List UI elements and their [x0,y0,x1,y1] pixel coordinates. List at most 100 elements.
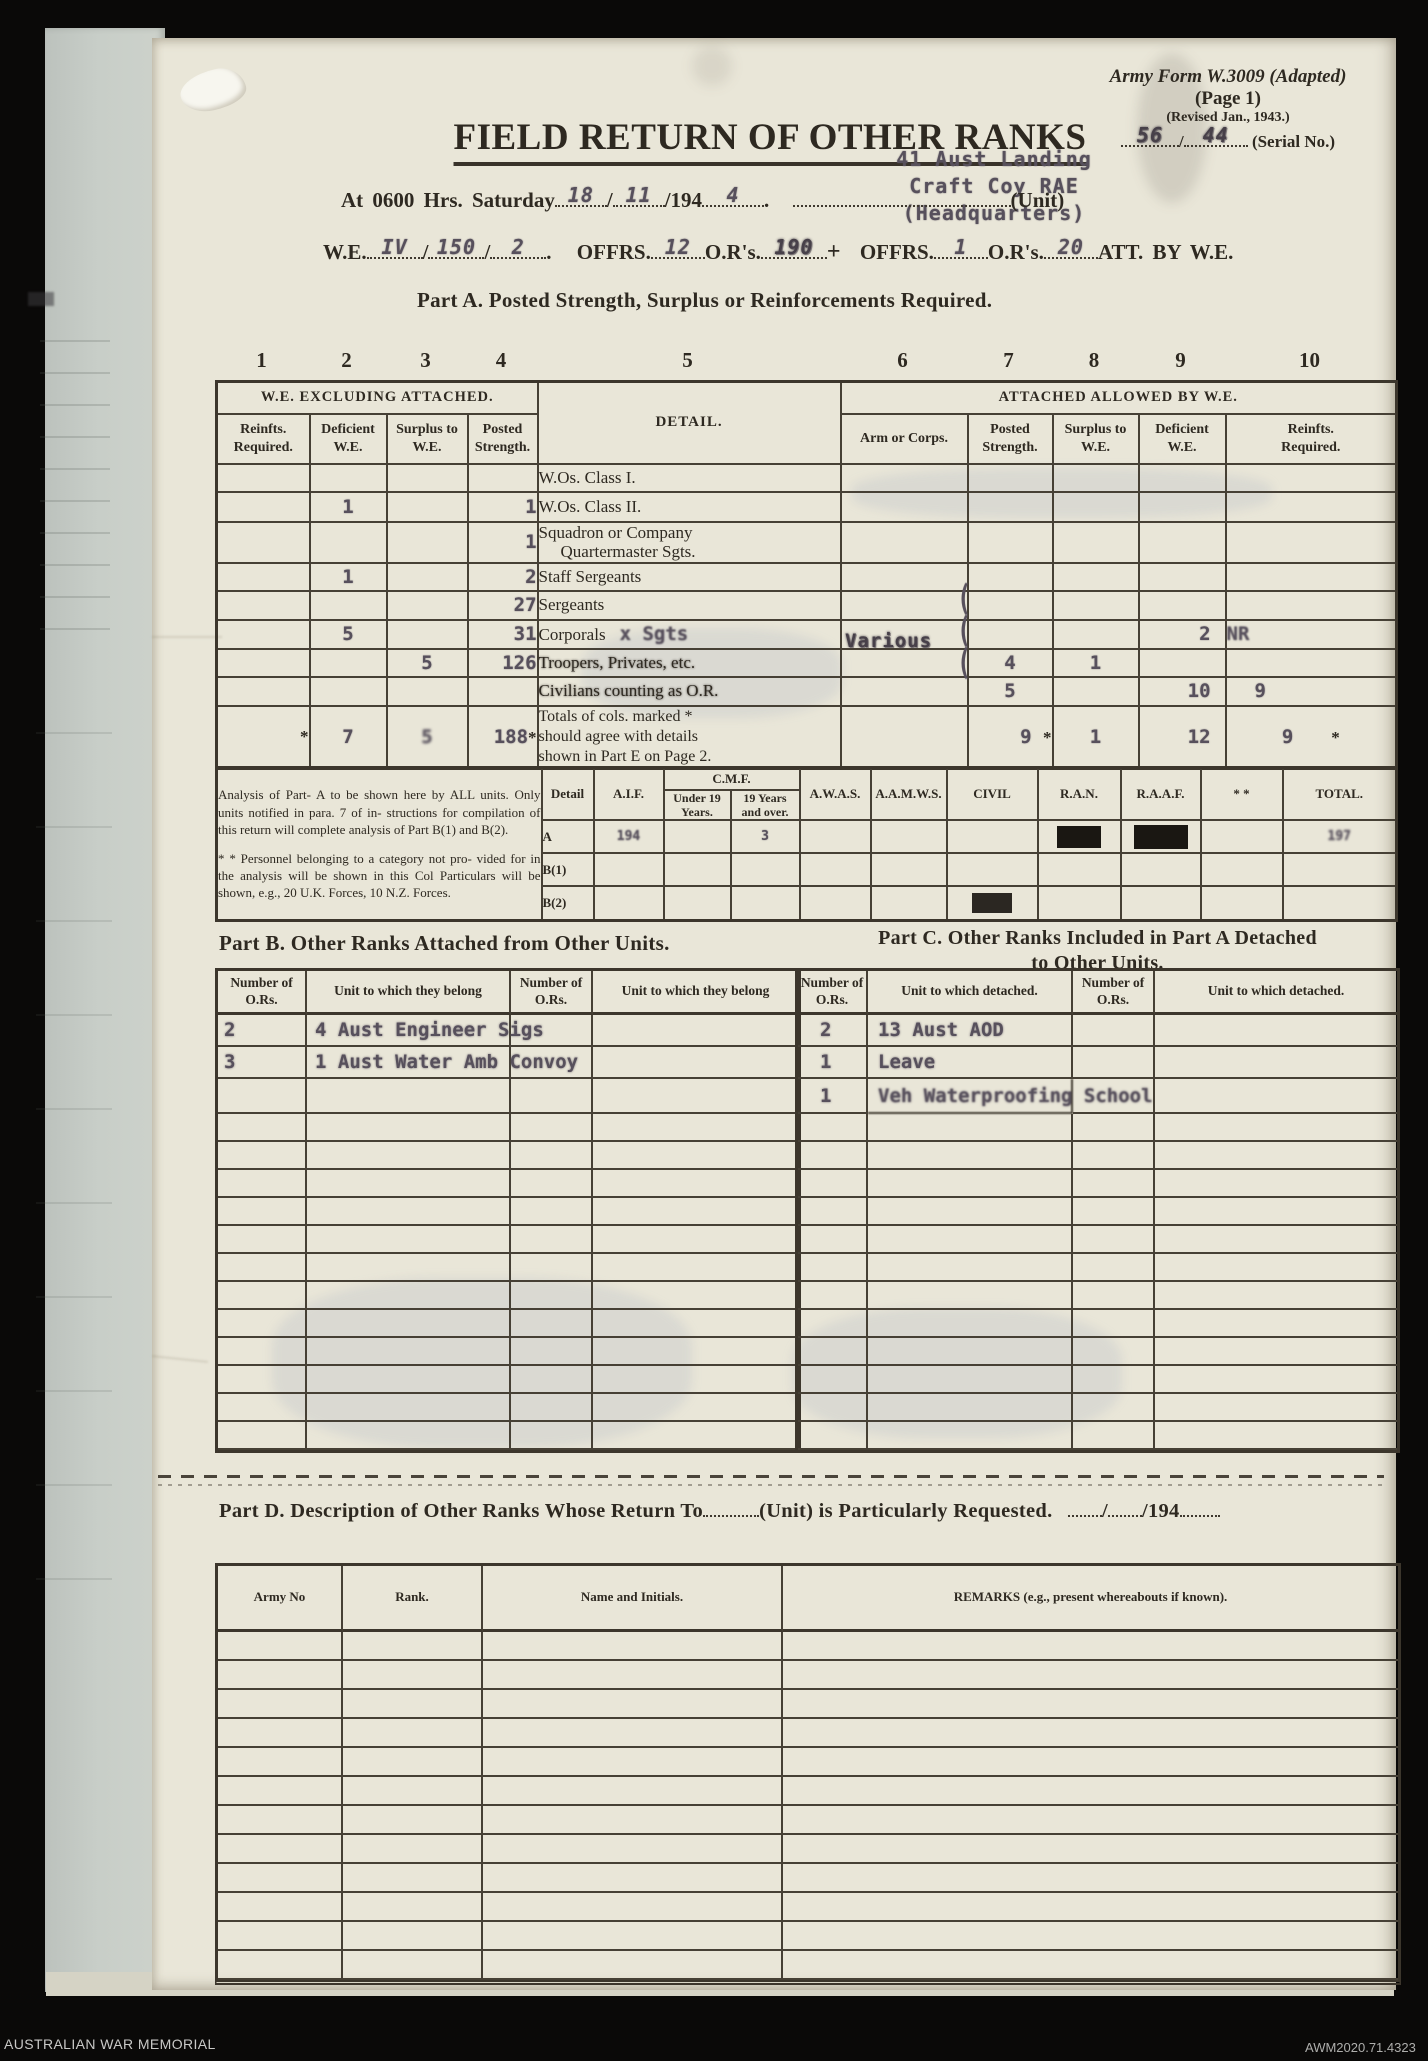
empty-cell [1073,1079,1155,1114]
part-c-table: Number of O.Rs. Unit to which detached. N… [795,968,1400,1453]
col-header-reinfts-left: Reinfts. Required. [215,412,311,465]
part-d-month-blank [1107,1500,1142,1517]
we-value-2: 150 [436,235,476,259]
col-header-posted-right: Posted Strength. [966,412,1054,465]
empty-cell [868,1310,1073,1338]
analysis-table: Analysis of Part- A to be shown here by … [215,766,1398,922]
paper-stain [692,46,732,86]
empty-cell [798,1254,868,1282]
part-b-header-unit2: Unit to which they belong [593,971,798,1015]
bleed-through-smudge [792,1308,1122,1438]
offrs-value: 12 [664,235,691,259]
empty-cell [783,1661,1398,1690]
empty-cell [218,1922,343,1951]
empty-cell [593,1142,798,1170]
empty-cell [593,1366,798,1394]
serial-value-left: 56 [1136,123,1163,147]
empty-cell [218,1951,343,1980]
part-b-num-value: 3 [218,1047,307,1079]
rank-label: W.Os. Class II. [536,490,842,523]
posted-attached-value: 4 [966,647,1054,678]
posted-value: 1 [466,490,539,523]
empty-cell [1073,1422,1155,1450]
rank-label: Civilians counting as O.R. [536,675,842,707]
posted-value: 1 [466,520,539,564]
deficient-value: 1 [308,561,388,592]
empty-cell [218,1690,343,1719]
empty-cell [593,1198,798,1226]
we-value-1: IV [381,235,408,259]
empty-cell [783,1748,1398,1777]
ink-smudge [1137,53,1207,203]
empty-cell [511,1422,593,1450]
serial-line: 56 / 44 (Serial No.) [1072,123,1384,152]
rank-label: W.Os. Class I. [536,462,842,493]
empty-cell [868,1142,1073,1170]
empty-cell [511,1310,593,1338]
empty-cell [798,1170,868,1198]
empty-cell [343,1922,483,1951]
awas-header: A.W.A.S. [798,766,872,822]
empty-cell [1155,1226,1397,1254]
typed-annotation: x Sgts [619,623,689,646]
redaction-block [1057,825,1101,848]
month-value: 11 [625,183,652,207]
analysis-notes: Analysis of Part- A to be shown here by … [215,766,543,922]
empty-cell [483,1748,783,1777]
posted-attached-total: 9 * [966,704,1054,770]
form-number: Army Form W.3009 (Adapted) [1109,66,1347,87]
table-row: 27 Sergeants [215,589,1398,621]
date-period: . [764,188,770,212]
empty-cell [798,1310,868,1338]
col-header-reinfts-right: Reinfts. Required. [1224,412,1398,465]
redaction-block [972,893,1012,914]
total-value: 197 [1281,819,1398,855]
year-printed: /194 [664,188,703,212]
col-number: 6 [897,348,908,372]
table-row: 1 2 Staff Sergeants [215,561,1398,592]
empty-cell [1155,1114,1397,1142]
empty-cell [307,1282,511,1310]
col-number: 8 [1088,348,1100,372]
empty-cell [307,1422,511,1450]
posted-total: 188* [466,704,539,770]
empty-cell [1155,1310,1397,1338]
col-number: 7 [1003,348,1014,372]
empty-cell [218,1310,307,1338]
empty-cell [1155,1338,1397,1366]
rank-label: Corporals x Sgts [536,618,842,650]
bleed-through-smudge [272,1278,692,1448]
empty-cell [1155,1170,1397,1198]
empty-cell [483,1719,783,1748]
ran-redaction-cell [1036,819,1122,855]
rank-label: Troopers, Privates, etc. [536,647,842,678]
empty-cell [1073,1282,1155,1310]
deficient-value: 2 [1137,618,1227,650]
posted-attached-value: 5 [966,675,1054,707]
table-row: 5 126 Troopers, Privates, etc. 4 1 [215,647,1398,678]
empty-cell [483,1777,783,1806]
empty-cell [1073,1015,1155,1047]
empty-cell [483,1690,783,1719]
empty-cell [1155,1282,1397,1310]
empty-cell [593,1170,798,1198]
part-c-header-num2: Number of O.Rs. [1073,971,1155,1015]
brace-glyph: ( [957,641,972,683]
part-b-num-value: 2 [218,1015,307,1047]
table-row: Civilians counting as O.R. 5 10 9 [215,675,1398,707]
we-period: . [546,240,552,264]
offrs-blank: 12 [650,235,705,259]
empty-cell [218,1198,307,1226]
part-d-slash: / [1101,1500,1108,1522]
unit-typed-line1: 41 Aust Landing [896,147,1092,171]
empty-cell [783,1806,1398,1835]
serial-label: (Serial No.) [1251,132,1336,151]
empty-cell [593,1310,798,1338]
rank-label: Staff Sergeants [536,561,842,592]
empty-cell [343,1806,483,1835]
empty-cell [1073,1047,1155,1079]
totals-note: Totals of cols. marked * should agree wit… [536,704,842,770]
cmf-over19-header: 19 Years and over. [729,788,801,822]
empty-cell [218,1748,343,1777]
empty-cell [783,1864,1398,1893]
